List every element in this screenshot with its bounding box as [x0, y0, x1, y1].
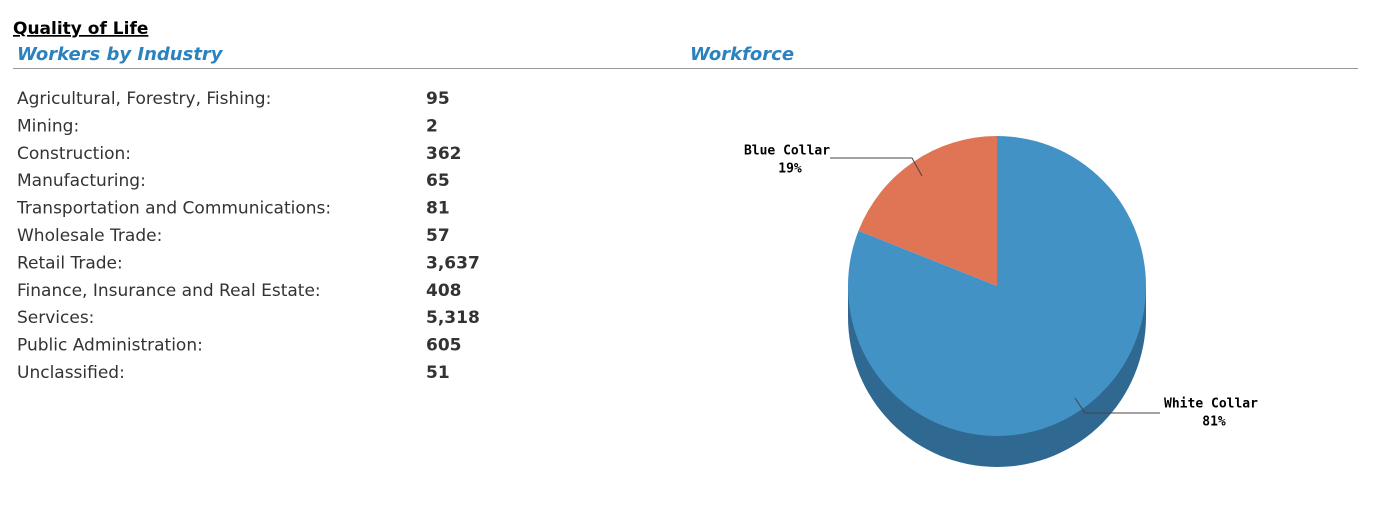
pie-slice: [848, 136, 1146, 436]
page-title: Quality of Life: [13, 19, 148, 39]
row-value: 81: [426, 199, 450, 219]
row-label: Public Administration:: [17, 336, 203, 356]
row-label: Unclassified:: [17, 363, 125, 383]
leader-line: [830, 157, 923, 177]
row-label: Manufacturing:: [17, 171, 146, 191]
row-value: 57: [426, 226, 450, 246]
row-value: 2: [426, 116, 438, 136]
row-value: 605: [426, 336, 462, 356]
row-value: 3,637: [426, 253, 480, 273]
table: Agricultural, Forestry, Fishing: 95 Mining…: [16, 89, 480, 383]
row-label: Agricultural, Forestry, Fishing:: [17, 89, 271, 109]
row-label: Services:: [17, 308, 94, 328]
row-label: Wholesale Trade:: [17, 226, 162, 246]
slice-value-label: 19%: [778, 162, 802, 177]
row-label: Retail Trade:: [17, 253, 123, 273]
row-label: Mining:: [17, 116, 79, 136]
slice-label: White Collar: [1164, 397, 1258, 412]
row-value: 408: [426, 281, 462, 301]
row-value: 95: [426, 89, 450, 109]
row-value: 65: [426, 171, 450, 191]
row-value: 51: [426, 363, 450, 383]
pie-chart: [848, 136, 1146, 467]
section-heading: Workers by Industry: [17, 44, 224, 65]
row-value: 362: [426, 144, 462, 164]
section-heading: Workforce: [690, 44, 794, 65]
row-value: 5,318: [426, 308, 480, 328]
pie-slice: [858, 136, 997, 286]
slice-label: Blue Collar: [744, 144, 830, 159]
row-label: Transportation and Communications:: [16, 199, 331, 219]
row-label: Finance, Insurance and Real Estate:: [17, 281, 321, 301]
row-label: Construction:: [17, 144, 131, 164]
leader-line: [1074, 397, 1160, 414]
slice-value-label: 81%: [1202, 415, 1226, 430]
